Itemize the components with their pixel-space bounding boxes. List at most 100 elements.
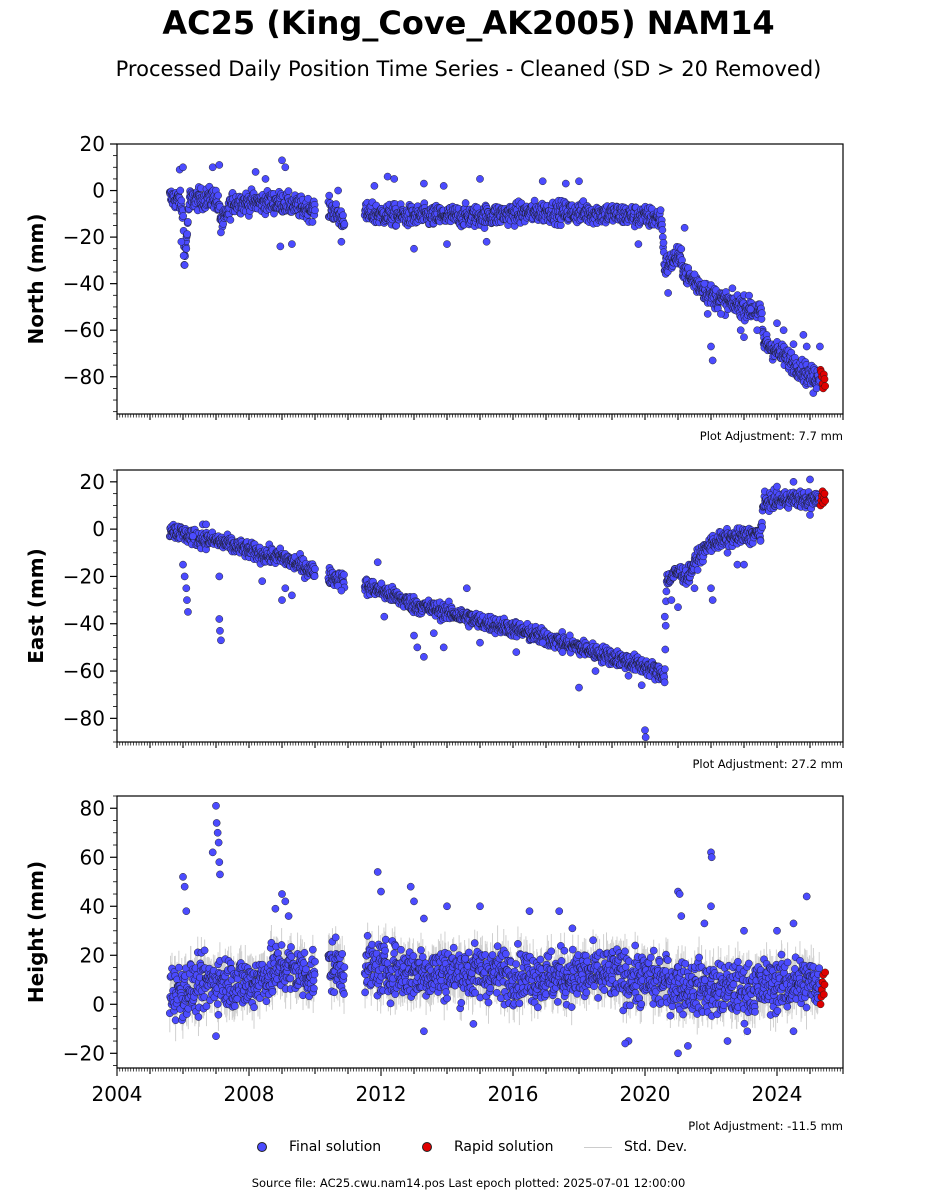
y-tick-label: −20 — [63, 225, 105, 249]
final-point — [288, 240, 296, 248]
final-point — [215, 572, 224, 581]
plot-area-north — [165, 156, 830, 397]
final-point — [806, 511, 814, 519]
final-point — [723, 548, 732, 557]
final-point — [177, 196, 186, 205]
y-tick-label: −40 — [63, 272, 105, 296]
final-point — [660, 612, 669, 621]
final-point — [311, 206, 319, 215]
final-point — [217, 636, 225, 645]
final-point — [208, 163, 217, 172]
final-point — [530, 196, 539, 205]
final-point — [217, 228, 225, 237]
final-point — [308, 218, 317, 226]
final-point — [773, 482, 781, 491]
y-tick-label: 0 — [92, 179, 105, 203]
final-point — [461, 199, 470, 207]
final-point — [278, 596, 286, 604]
rapid-point — [821, 382, 830, 390]
final-point — [176, 186, 185, 195]
final-point — [637, 681, 646, 690]
final-point — [261, 175, 270, 183]
final-point — [337, 586, 346, 595]
final-point — [476, 175, 484, 183]
final-point — [690, 270, 699, 279]
final-point — [680, 223, 689, 232]
final-point — [177, 237, 186, 246]
final-point — [708, 596, 717, 604]
final-point — [214, 191, 222, 200]
final-point — [667, 596, 676, 604]
final-point — [802, 342, 811, 351]
final-point — [184, 218, 192, 226]
final-point — [281, 163, 290, 172]
final-point — [700, 279, 709, 288]
final-point — [284, 187, 293, 195]
final-point — [258, 577, 267, 585]
final-point — [690, 584, 699, 593]
rapid-point — [820, 489, 829, 498]
final-point — [413, 643, 422, 652]
final-point — [183, 230, 192, 238]
y-tick-label: 20 — [80, 470, 105, 494]
y-tick-label: 0 — [92, 517, 105, 541]
axes-frame-north — [116, 143, 844, 415]
final-point — [538, 177, 547, 186]
final-point — [276, 242, 285, 251]
y-axis-label-east: East (mm) — [24, 548, 48, 664]
final-point — [325, 191, 334, 200]
final-point — [661, 645, 670, 654]
final-point — [641, 726, 649, 734]
final-point — [380, 612, 389, 621]
final-point — [661, 621, 670, 630]
final-point — [179, 251, 188, 260]
final-point — [660, 678, 669, 687]
final-point — [565, 631, 574, 640]
final-point — [740, 560, 748, 569]
plot-area-height — [165, 801, 830, 1058]
final-point — [288, 591, 296, 600]
final-point — [591, 667, 600, 675]
final-point — [677, 245, 686, 253]
final-point — [736, 326, 745, 335]
axes-frame-east — [116, 469, 844, 743]
chart-title: AC25 (King_Cove_AK2005) NAM14 — [162, 4, 775, 42]
final-point — [816, 342, 824, 351]
final-point — [656, 206, 665, 214]
final-point — [745, 291, 753, 300]
final-point — [337, 237, 346, 246]
final-point — [728, 284, 737, 293]
final-point — [215, 615, 224, 623]
y-tick-label: −80 — [63, 365, 105, 389]
final-point — [812, 384, 821, 393]
final-point — [707, 584, 715, 593]
final-point — [659, 238, 668, 247]
final-point — [664, 289, 672, 297]
final-point — [512, 648, 521, 656]
y-tick-label: 20 — [80, 132, 105, 156]
final-point — [179, 212, 188, 220]
final-point — [370, 182, 379, 190]
final-point — [746, 305, 755, 314]
final-point — [216, 627, 224, 635]
final-point — [215, 161, 224, 169]
final-point — [310, 572, 319, 581]
final-point — [758, 523, 767, 531]
final-point — [420, 653, 428, 661]
final-point — [779, 326, 788, 335]
y-tick-label: −40 — [63, 612, 105, 636]
y-tick-label: −60 — [63, 318, 105, 342]
final-point — [390, 175, 399, 183]
final-point — [634, 240, 643, 248]
final-point — [753, 326, 762, 335]
final-point — [278, 156, 286, 165]
final-point — [383, 172, 392, 181]
final-point — [420, 179, 428, 188]
final-point — [410, 244, 418, 253]
final-point — [662, 587, 671, 596]
final-point — [439, 643, 448, 652]
y-axis-label-north: North (mm) — [24, 213, 48, 344]
rapid-point — [821, 496, 830, 505]
plot-adjustment-east: Plot Adjustment: 27.2 mm — [692, 757, 843, 771]
final-point — [476, 638, 484, 647]
